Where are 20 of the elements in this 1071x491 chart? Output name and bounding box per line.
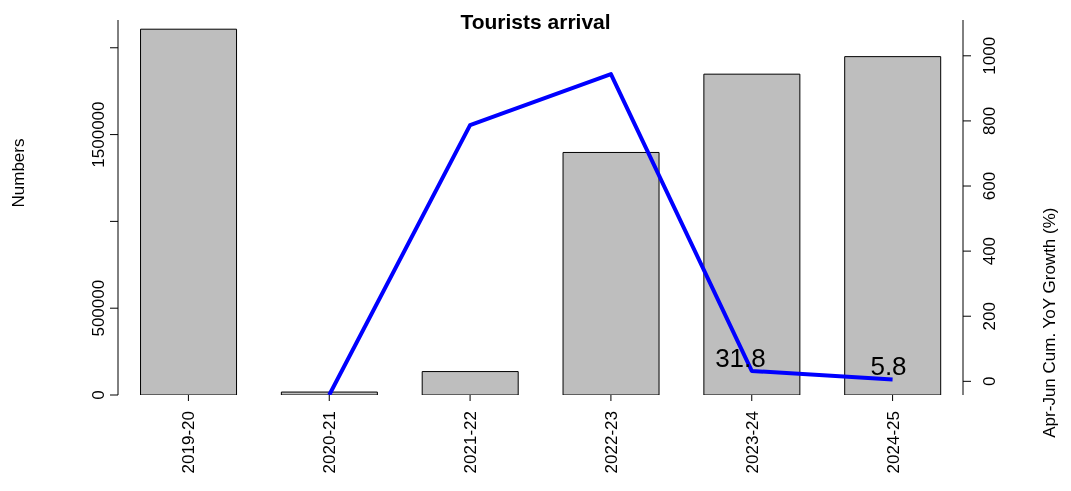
y-tick-label: 1500000 <box>89 101 108 168</box>
y-tick-label: 0 <box>89 390 108 400</box>
y2-tick-label: 200 <box>980 302 999 331</box>
x-tick-label: 2021-22 <box>461 411 481 474</box>
y2-tick-label: 800 <box>980 106 999 136</box>
data-label: 5.8 <box>870 351 907 382</box>
x-tick-label: 2022-23 <box>601 411 621 474</box>
y2-tick-label: 400 <box>980 236 999 266</box>
y-tick-label: 500000 <box>89 279 108 337</box>
x-tick-label: 2024-25 <box>883 411 903 474</box>
x-tick-label: 2020-21 <box>320 411 340 474</box>
chart-title: Tourists arrival <box>459 10 612 34</box>
x-tick-label: 2023-24 <box>742 411 762 474</box>
x-tick-label: 2019-20 <box>179 411 199 474</box>
y2-tick-label: 600 <box>980 171 999 201</box>
bar <box>280 391 378 395</box>
y2-axis-title: Apr-Jun Cum. YoY Growth (%) <box>1040 207 1060 438</box>
y2-tick-label: 0 <box>980 376 999 387</box>
y2-tick-label: 1000 <box>980 36 999 75</box>
y-axis-title: Numbers <box>9 138 29 208</box>
